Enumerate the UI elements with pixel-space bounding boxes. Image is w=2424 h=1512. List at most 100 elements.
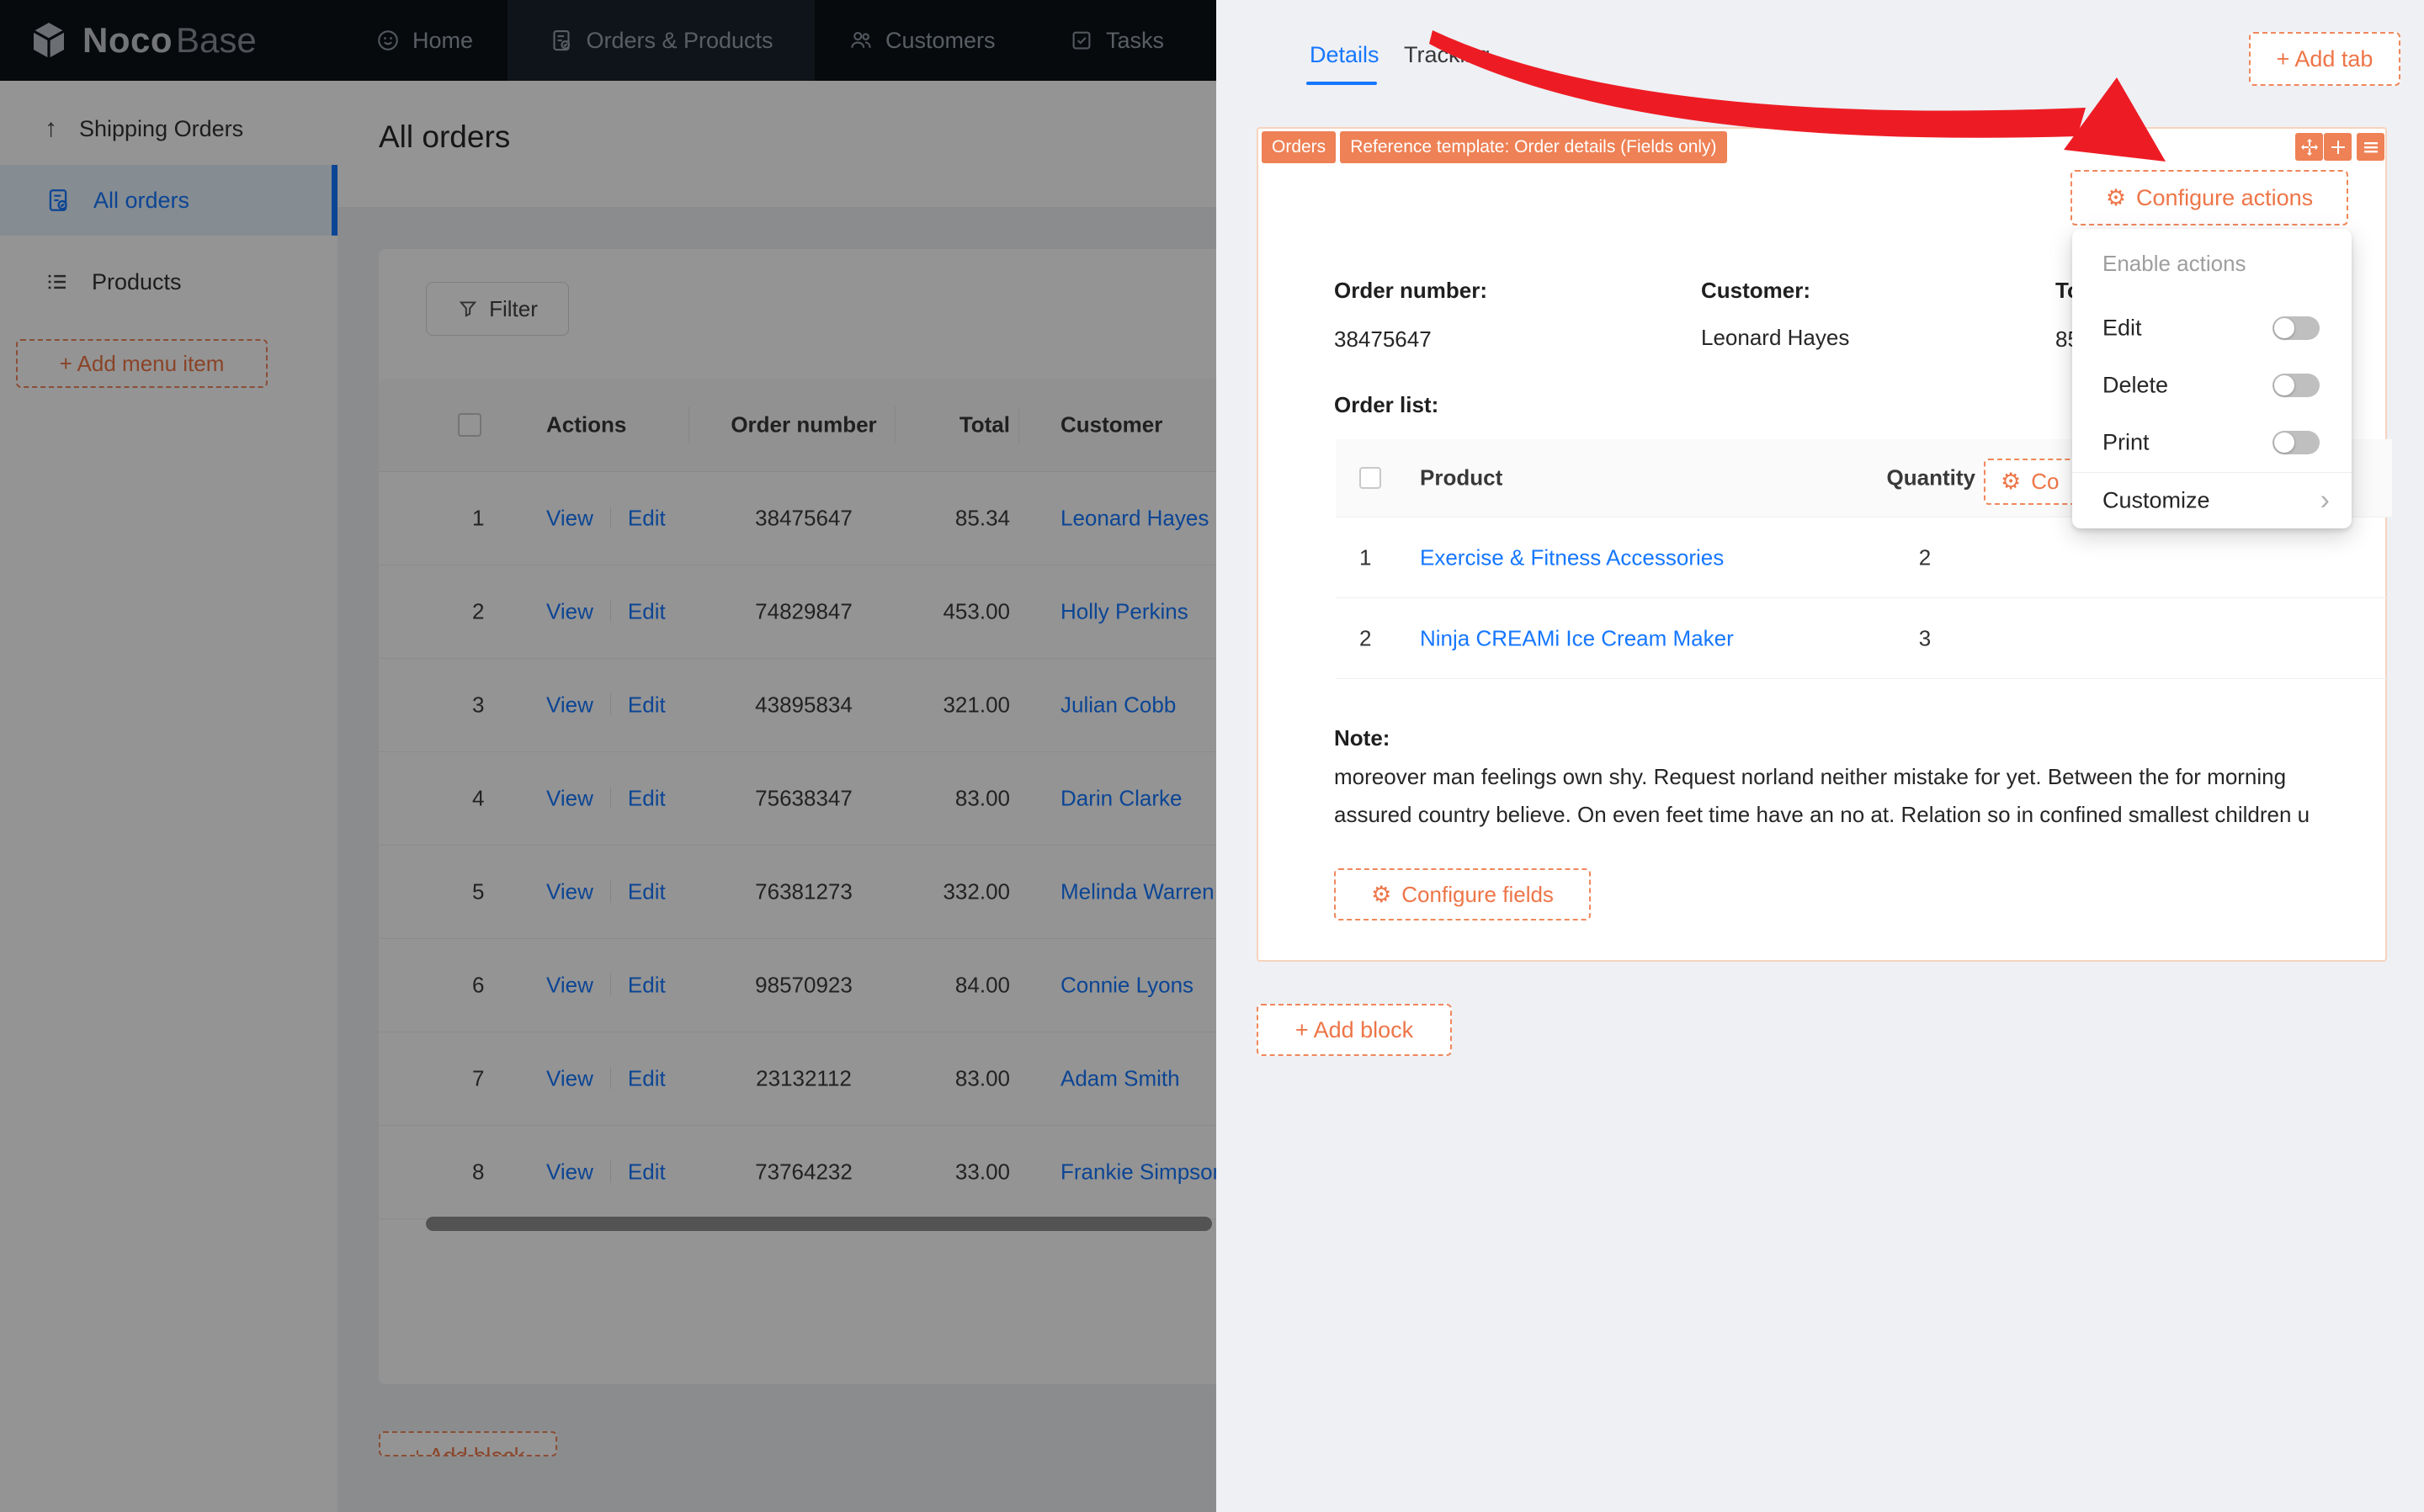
row-index: 2 (472, 598, 485, 623)
add-tab-label: + Add tab (2276, 45, 2374, 72)
action-divider (609, 1160, 611, 1183)
sidebar-item-shipping-orders[interactable]: ↑ Shipping Orders (0, 102, 338, 156)
sidebar-item-label: Shipping Orders (79, 115, 244, 141)
filter-button[interactable]: Filter (426, 282, 569, 336)
menu-item-customize[interactable]: Customize › (2072, 473, 2352, 528)
menu-item-label: Delete (2102, 372, 2169, 398)
nav-item-home[interactable]: Home (375, 0, 473, 81)
order-number-cell: 73764232 (755, 1159, 853, 1184)
order-list-row: 2 Ninja CREAMi Ice Cream Maker 3 (1336, 598, 2392, 679)
configure-actions-button[interactable]: ⚙ Configure actions (2070, 170, 2348, 225)
designer-badges: Orders Reference template: Order details… (1262, 131, 1727, 163)
edit-toggle[interactable] (2272, 316, 2320, 340)
edit-link[interactable]: Edit (627, 1065, 666, 1090)
block-designer-toolbar (2295, 133, 2384, 161)
view-link[interactable]: View (546, 692, 593, 717)
customer-link[interactable]: Frankie Simpson (1060, 1159, 1216, 1184)
tasks-check-icon (1069, 28, 1094, 53)
product-link[interactable]: Exercise & Fitness Accessories (1420, 544, 1725, 570)
edit-link[interactable]: Edit (627, 1159, 666, 1184)
menu-divider (2072, 472, 2352, 473)
select-all-checkbox[interactable] (458, 413, 481, 437)
edit-link[interactable]: Edit (627, 878, 666, 904)
quantity-cell: 2 (1918, 544, 1932, 570)
nocobase-logo[interactable]: Noco Base (29, 0, 257, 81)
view-link[interactable]: View (546, 505, 593, 530)
sidebar-item-all-orders[interactable]: All orders (0, 165, 338, 236)
nav-item-customers[interactable]: Customers (848, 0, 996, 81)
sidebar-active-indicator (332, 165, 338, 236)
filter-label: Filter (489, 295, 538, 321)
customer-link[interactable]: Melinda Warren (1060, 878, 1215, 904)
view-link[interactable]: View (546, 1065, 593, 1090)
add-block-label: + Add block (411, 1443, 525, 1456)
table-row: 1 View Edit 38475647 85.34 Leonard Hayes (379, 471, 1216, 565)
order-number-value: 38475647 (1334, 326, 1432, 352)
tab-details[interactable]: Details (1310, 42, 1379, 67)
configure-fields-button[interactable]: ⚙ Configure fields (1334, 868, 1591, 920)
note-text-line2: assured country believe. On even feet ti… (1334, 802, 2310, 827)
customer-value-link[interactable]: Leonard Hayes (1701, 325, 1850, 350)
view-link[interactable]: View (546, 785, 593, 810)
menu-item-edit[interactable]: Edit (2072, 301, 2352, 355)
action-divider (609, 880, 611, 903)
add-icon[interactable] (2324, 133, 2352, 161)
order-list-label: Order list: (1334, 392, 1439, 417)
add-block-button-clipped[interactable]: + Add block (379, 1431, 557, 1456)
select-all-checkbox[interactable] (1359, 467, 1381, 489)
add-menu-item-button[interactable]: + Add menu item (16, 339, 268, 388)
view-link[interactable]: View (546, 598, 593, 623)
row-index: 2 (1359, 625, 1372, 650)
menu-item-delete[interactable]: Delete (2072, 358, 2352, 412)
order-number-cell: 23132112 (756, 1065, 852, 1090)
customer-link[interactable]: Darin Clarke (1060, 785, 1183, 810)
add-block-button[interactable]: + Add block (1257, 1004, 1452, 1056)
menu-item-print[interactable]: Print (2072, 416, 2352, 470)
quantity-cell: 3 (1918, 625, 1932, 650)
edit-link[interactable]: Edit (627, 692, 666, 717)
edit-link[interactable]: Edit (627, 598, 666, 623)
delete-toggle[interactable] (2272, 374, 2320, 397)
customer-link[interactable]: Adam Smith (1060, 1065, 1180, 1090)
details-drawer: Details Tracking + Add tab Orders Refere… (1216, 0, 2424, 1512)
header-divider (1018, 406, 1019, 443)
customer-link[interactable]: Connie Lyons (1060, 972, 1194, 997)
edit-link[interactable]: Edit (627, 972, 666, 997)
print-toggle[interactable] (2272, 431, 2320, 454)
column-header-order-number: Order number (731, 411, 877, 438)
view-link[interactable]: View (546, 972, 593, 997)
row-index: 3 (472, 692, 485, 717)
horizontal-scrollbar[interactable] (426, 1217, 1212, 1231)
nav-item-tasks[interactable]: Tasks (1069, 0, 1164, 81)
drag-handle-icon[interactable] (2295, 133, 2323, 161)
sidebar-item-products[interactable]: Products (0, 252, 338, 311)
view-link[interactable]: View (546, 1159, 593, 1184)
customer-link[interactable]: Holly Perkins (1060, 598, 1188, 623)
menu-icon[interactable] (2357, 133, 2384, 161)
drawer-mask[interactable] (0, 0, 1216, 1512)
order-number-label: Order number: (1334, 278, 1488, 303)
edit-link[interactable]: Edit (627, 785, 666, 810)
menu-item-label: Customize (2102, 487, 2210, 513)
nav-item-label: Tasks (1106, 27, 1165, 53)
brand-name-primary: Noco (82, 20, 173, 60)
order-list-row: 1 Exercise & Fitness Accessories 2 (1336, 517, 2392, 598)
customer-label: Customer: (1701, 278, 1811, 303)
customer-link[interactable]: Julian Cobb (1060, 692, 1177, 717)
action-divider (609, 974, 611, 996)
tab-tracking[interactable]: Tracking (1404, 42, 1491, 67)
sidebar-item-label: All orders (93, 187, 190, 213)
header-divider (688, 406, 689, 443)
total-cell: 321.00 (943, 692, 1010, 717)
nav-item-orders-products[interactable]: Orders & Products (508, 0, 815, 81)
action-divider (609, 600, 611, 623)
menu-item-label: Print (2102, 429, 2150, 455)
view-link[interactable]: View (546, 878, 593, 904)
add-block-label: + Add block (1294, 1016, 1414, 1042)
customer-link[interactable]: Leonard Hayes (1060, 505, 1209, 530)
edit-link[interactable]: Edit (627, 505, 666, 530)
table-row: 4 View Edit 75638347 83.00 Darin Clarke (379, 751, 1216, 846)
brand-name-secondary: Base (176, 20, 257, 60)
product-link[interactable]: Ninja CREAMi Ice Cream Maker (1420, 625, 1734, 650)
add-tab-button[interactable]: + Add tab (2249, 32, 2400, 86)
